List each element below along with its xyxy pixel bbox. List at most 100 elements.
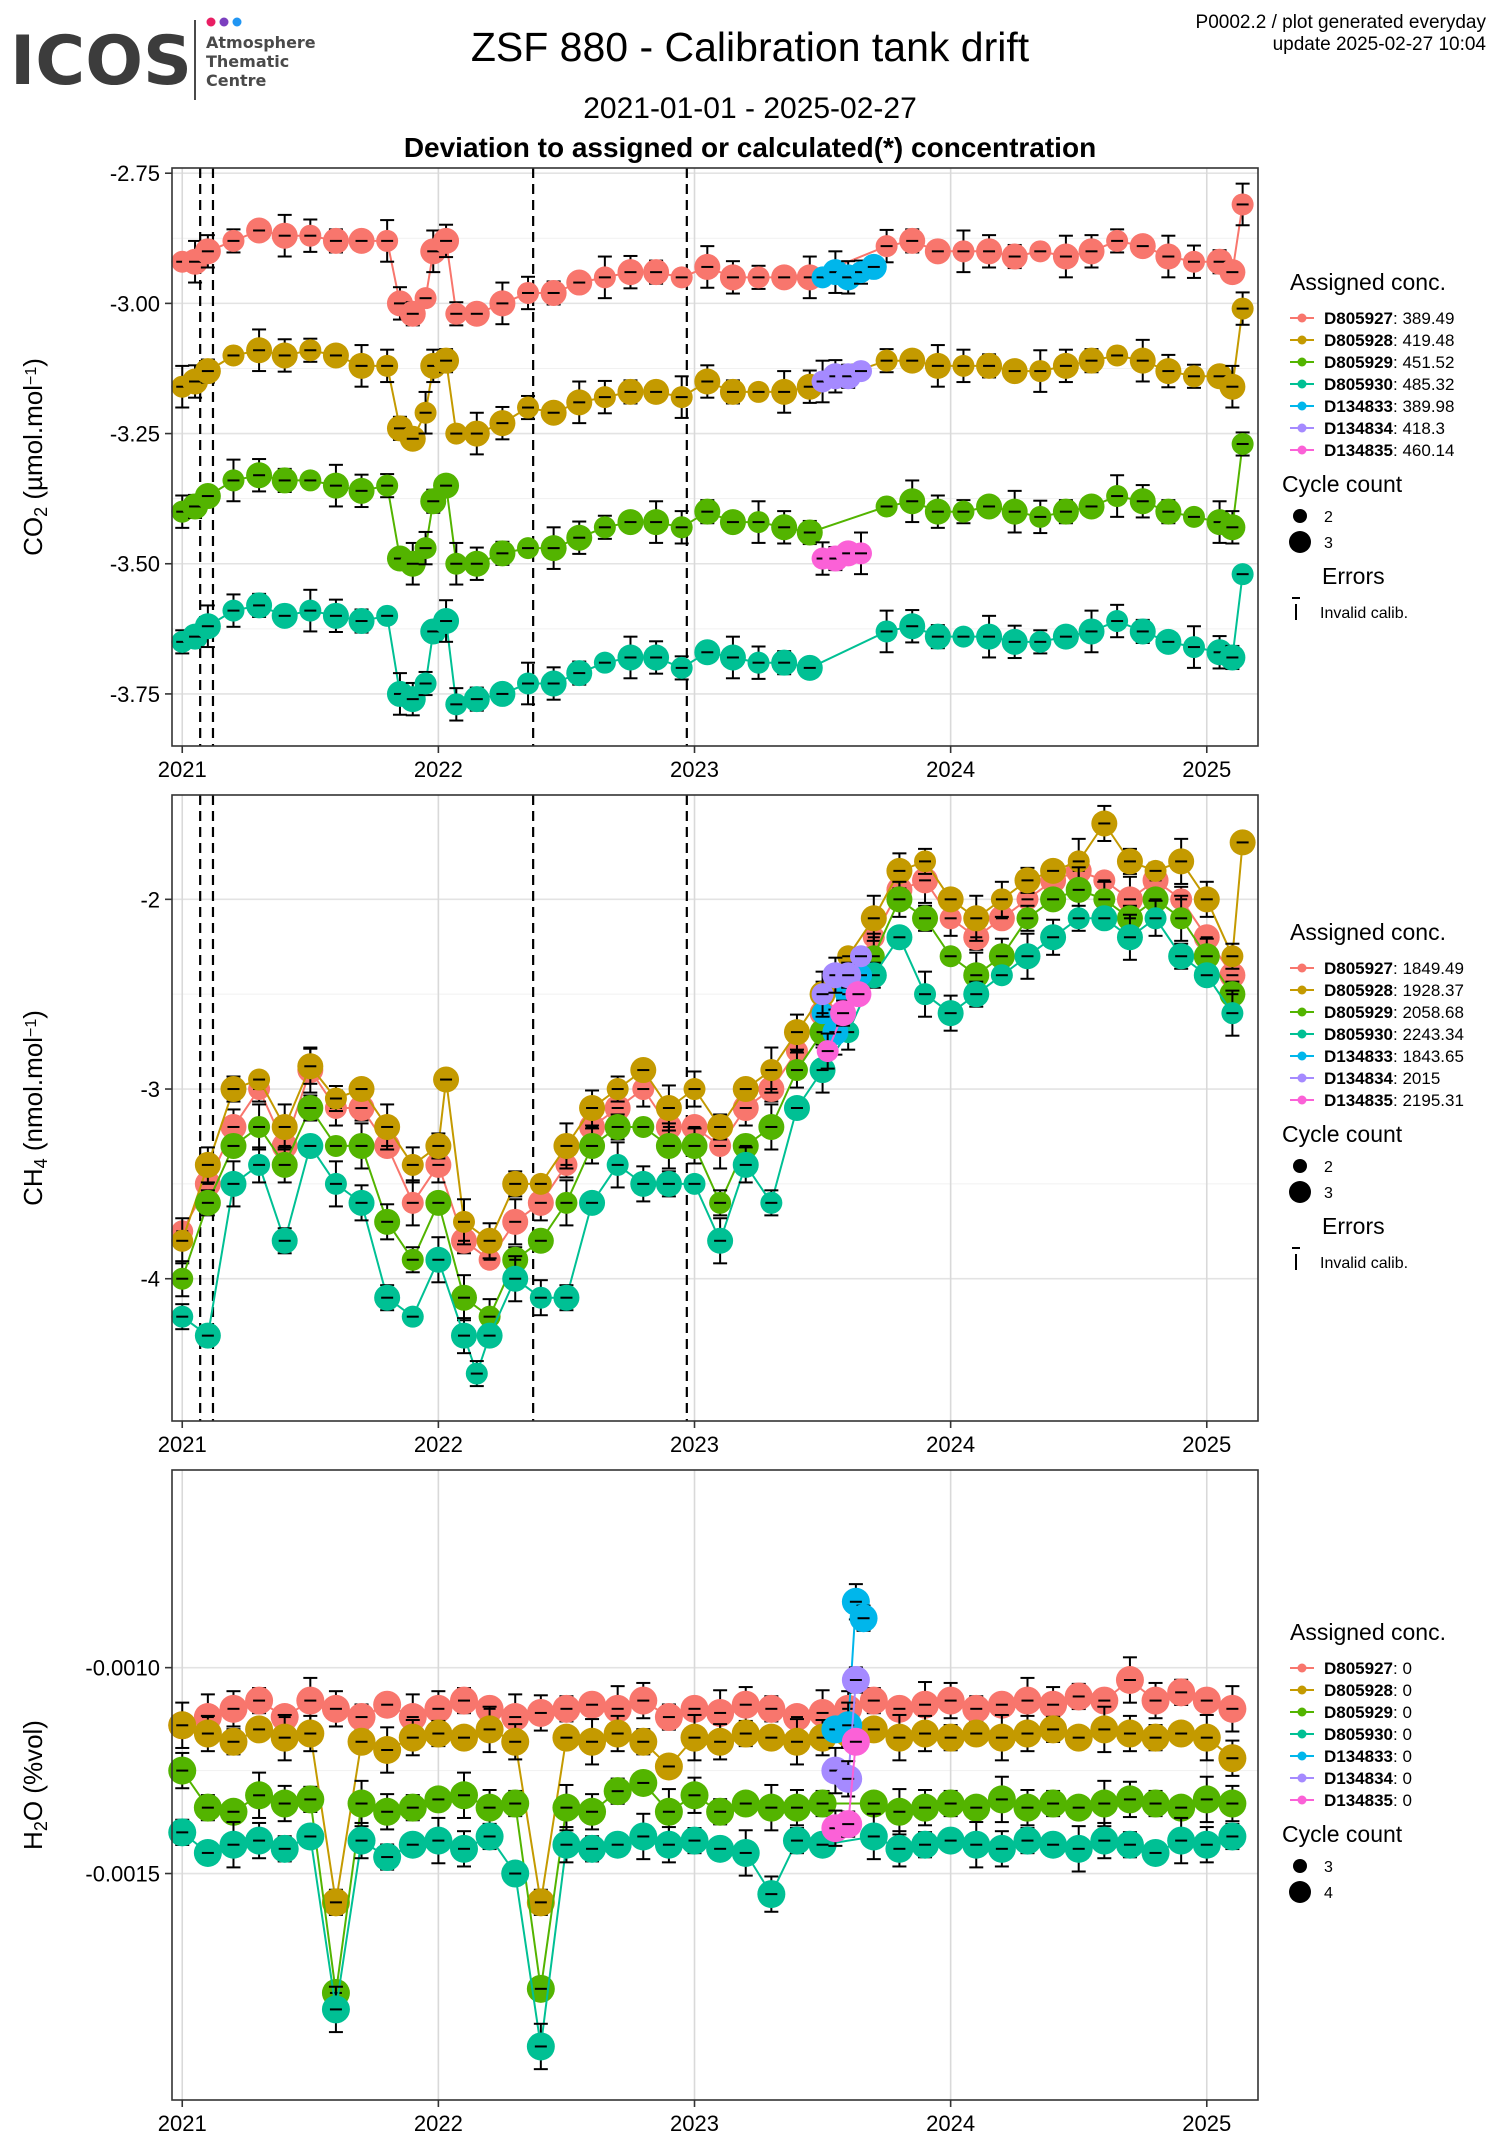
legend-entry: D134835: 0	[1324, 1791, 1412, 1810]
legend-entry: D805928: 419.48	[1324, 331, 1454, 350]
legend-entry: D134834: 2015	[1324, 1069, 1440, 1088]
legend-1: Assigned conc. D805927: 389.49 D805928: 41…	[1282, 269, 1454, 622]
plot-border	[171, 794, 1259, 1422]
x-tick-label: 2021	[158, 757, 207, 782]
legend-cycle-title: Cycle count	[1282, 471, 1403, 497]
legend-entry: D134833: 1843.65	[1324, 1047, 1464, 1066]
legend-key-dot	[1297, 985, 1307, 995]
x-tick-label: 2023	[670, 1432, 719, 1457]
x-tick-label: 2024	[926, 2111, 975, 2136]
legend-cycle-label: 2	[1324, 1159, 1333, 1176]
legend-errors-title: Errors	[1322, 1213, 1385, 1239]
plot-meta-line-1: P0002.2 / plot generated everyday	[1195, 12, 1486, 33]
legend-cycle-label: 2	[1324, 509, 1333, 526]
legend-entry: D805927: 0	[1324, 1659, 1412, 1678]
legend-entry: D134835: 2195.31	[1324, 1091, 1464, 1110]
legend-key-dot	[1297, 963, 1307, 973]
legend-entry: D805927: 1849.49	[1324, 959, 1464, 978]
x-tick-label: 2024	[926, 757, 975, 782]
x-tick-label: 2022	[414, 1432, 463, 1457]
y-axis-label: CH4 (nmol.mol−1)	[18, 1010, 51, 1206]
y-tick-label: -4	[140, 1267, 160, 1292]
logo-dot-blue	[232, 17, 242, 27]
legend-key-dot	[1297, 1073, 1307, 1083]
chart-subtitle: Deviation to assigned or calculated(*) c…	[403, 132, 1097, 163]
legend-key-dot	[1297, 1095, 1307, 1105]
plot-meta: P0002.2 / plot generated everyday update…	[1196, 12, 1486, 56]
legend-key-dot	[1297, 445, 1307, 455]
x-tick-label: 2023	[670, 2111, 719, 2136]
legend-entry: D134835: 460.14	[1324, 441, 1454, 460]
logo-line-1: Atmosphere	[206, 33, 316, 52]
legend-key-dot	[1297, 379, 1307, 389]
legend-entry: D805930: 2243.34	[1324, 1025, 1464, 1044]
legend-key-dot	[1297, 1663, 1307, 1673]
plot-area	[172, 1470, 1258, 2100]
plot-meta-line-2: update 2025-02-27 10:04	[1272, 34, 1486, 55]
legend-entry: D805928: 1928.37	[1324, 981, 1464, 1000]
legend-cycle-dot	[1293, 509, 1307, 523]
legend-key-dot	[1297, 1029, 1307, 1039]
legend-key-dot	[1297, 1685, 1307, 1695]
legend-key-dot	[1297, 401, 1307, 411]
x-tick-label: 2022	[414, 757, 463, 782]
legend-entry: D134833: 389.98	[1324, 397, 1454, 416]
legend-key-dot	[1297, 1007, 1307, 1017]
legend-3: Assigned conc. D805927: 0 D805928: 0 D80592…	[1282, 1619, 1446, 1903]
x-tick-label: 2021	[158, 1432, 207, 1457]
plot-border	[171, 1469, 1259, 2101]
legend-2: Assigned conc. D805927: 1849.49 D805928: 1…	[1282, 919, 1464, 1272]
legend-key-dot	[1297, 1707, 1307, 1717]
y-axis-label: CO2 (µmol.mol−1)	[18, 358, 51, 556]
legend-entry: D134834: 0	[1324, 1769, 1412, 1788]
y-axis-label: H2O (%vol)	[18, 1720, 51, 1850]
x-tick-label: 2025	[1182, 2111, 1231, 2136]
legend-key-dot	[1297, 1773, 1307, 1783]
chart-panel-1: -2.75 -3.00 -3.25 -3.50 -3.75 2021 2022 2023 202…	[18, 161, 1259, 782]
legend-error-label: Invalid calib.	[1320, 605, 1408, 622]
x-tick-label: 2023	[670, 757, 719, 782]
legend-title: Assigned conc.	[1290, 1619, 1446, 1645]
y-tick-label: -3.75	[110, 682, 160, 707]
legend-entry: D805929: 2058.68	[1324, 1003, 1464, 1022]
legend-entry: D805930: 485.32	[1324, 375, 1454, 394]
x-tick-label: 2025	[1182, 1432, 1231, 1457]
legend-title: Assigned conc.	[1290, 269, 1446, 295]
logo-wordmark: ICOS	[10, 22, 192, 101]
y-tick-label: -3	[140, 1077, 160, 1102]
legend-cycle-label: 3	[1324, 1185, 1333, 1202]
legend-key-dot	[1297, 313, 1307, 323]
legend-cycle-dot	[1289, 531, 1311, 553]
legend-cycle-dot	[1293, 1859, 1307, 1873]
legend-cycle-title: Cycle count	[1282, 1821, 1403, 1847]
legend-cycle-label: 3	[1324, 535, 1333, 552]
legend-key-dot	[1297, 1795, 1307, 1805]
logo-line-3: Centre	[206, 71, 267, 90]
y-tick-label: -0.0010	[85, 1656, 160, 1681]
legend-title: Assigned conc.	[1290, 919, 1446, 945]
chart-panel-3: -0.0010 -0.0015 2021 2022 2023 2024 2025 H2O (%…	[18, 1469, 1259, 2136]
logo-dot-purple	[219, 17, 229, 27]
legend-cycle-dot	[1289, 1881, 1311, 1903]
legend-entry: D134834: 418.3	[1324, 419, 1445, 438]
logo-line-2: Thematic	[206, 52, 289, 71]
icos-logo: ICOS Atmosphere Thematic Centre	[10, 14, 330, 104]
y-tick-label: -0.0015	[85, 1862, 160, 1887]
x-tick-label: 2025	[1182, 757, 1231, 782]
legend-key-dot	[1297, 1051, 1307, 1061]
legend-entry: D805930: 0	[1324, 1725, 1412, 1744]
legend-entry: D805927: 389.49	[1324, 309, 1454, 328]
legend-entry: D805929: 0	[1324, 1703, 1412, 1722]
legend-entry: D134833: 0	[1324, 1747, 1412, 1766]
chart-panel-2: -2 -3 -4 2021 2022 2023 2024 2025 CH4 (nmol.mol−…	[18, 794, 1259, 1457]
y-tick-label: -3.00	[110, 291, 160, 316]
y-tick-label: -2	[140, 887, 160, 912]
legend-cycle-label: 3	[1324, 1859, 1333, 1876]
logo-dot-pink	[206, 17, 216, 27]
legend-key-dot	[1297, 423, 1307, 433]
plot-border	[171, 167, 1259, 747]
legend-cycle-label: 4	[1324, 1885, 1333, 1902]
y-tick-label: -3.25	[110, 422, 160, 447]
legend-error-label: Invalid calib.	[1320, 1255, 1408, 1272]
y-tick-label: -2.75	[110, 161, 160, 186]
